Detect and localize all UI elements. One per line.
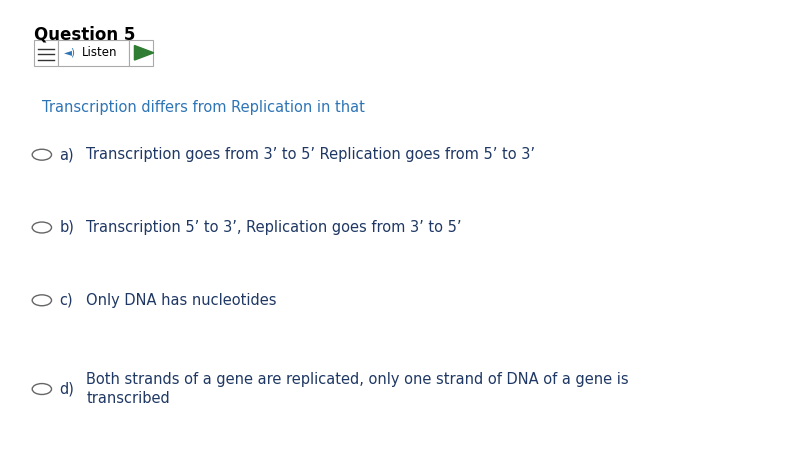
Text: Both strands of a gene are replicated, only one strand of DNA of a gene is
trans: Both strands of a gene are replicated, o…: [86, 372, 629, 406]
FancyBboxPatch shape: [129, 40, 153, 66]
Polygon shape: [134, 46, 154, 60]
Text: Transcription 5’ to 3’, Replication goes from 3’ to 5’: Transcription 5’ to 3’, Replication goes…: [86, 220, 461, 235]
Text: b): b): [60, 220, 74, 235]
Text: Listen: Listen: [82, 46, 118, 59]
Text: c): c): [60, 293, 73, 308]
Text: Transcription goes from 3’ to 5’ Replication goes from 5’ to 3’: Transcription goes from 3’ to 5’ Replica…: [86, 147, 535, 162]
FancyBboxPatch shape: [58, 40, 129, 66]
Text: d): d): [60, 382, 74, 396]
Text: Transcription differs from Replication in that: Transcription differs from Replication i…: [42, 100, 365, 115]
Text: a): a): [60, 147, 74, 162]
Text: Question 5: Question 5: [34, 25, 135, 43]
Text: ◄): ◄): [64, 48, 76, 58]
Text: Only DNA has nucleotides: Only DNA has nucleotides: [86, 293, 277, 308]
FancyBboxPatch shape: [34, 40, 58, 66]
